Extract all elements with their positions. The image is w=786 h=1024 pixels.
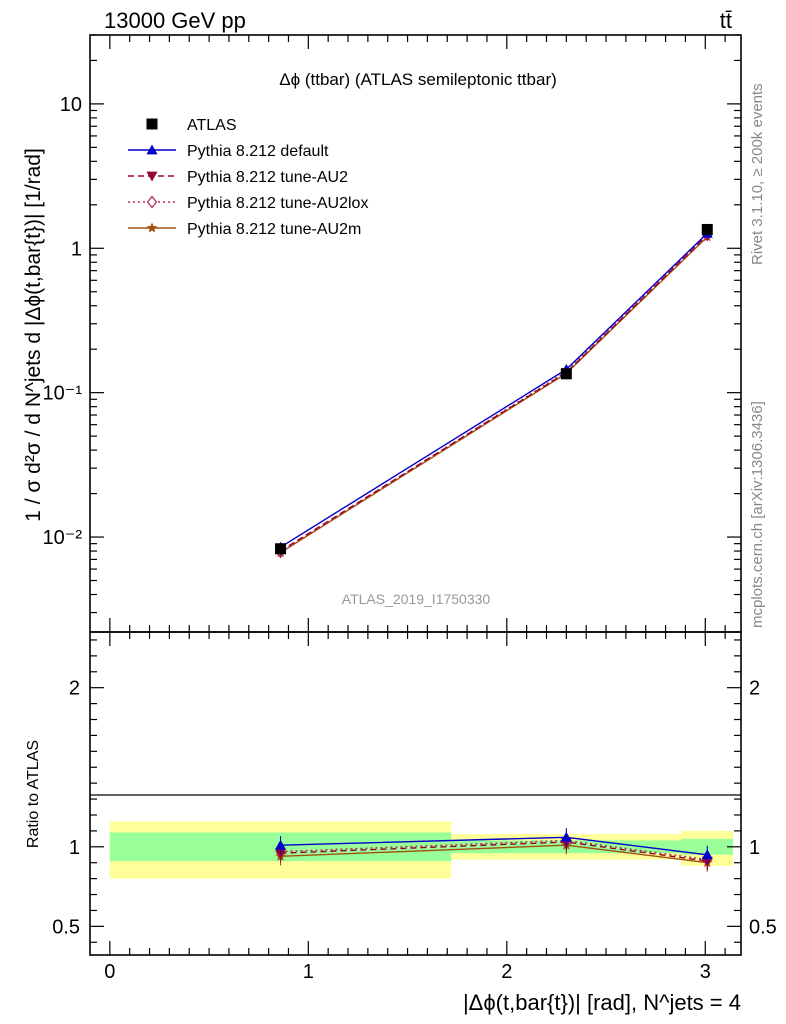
legend-label: Pythia 8.212 tune-AU2m: [187, 221, 361, 238]
series-line: [280, 232, 708, 548]
data-point: [560, 368, 572, 380]
series-pythia-8-212-tune-au2m: [275, 231, 713, 558]
process-label: tt̄: [720, 8, 732, 33]
watermark: ATLAS_2019_I1750330: [342, 591, 491, 607]
legend-label: ATLAS: [187, 117, 237, 134]
x-tick-label: 3: [700, 961, 711, 983]
legend-entry: Pythia 8.212 tune-AU2lox: [128, 195, 368, 212]
data-point: [701, 223, 713, 235]
ratio-frame: [89, 631, 742, 956]
ratio-y-tick-label-right: 1: [749, 837, 760, 859]
legend: ATLAS Pythia 8.212 default Pythia 8.212 tu…: [128, 117, 368, 238]
legend-entry: Pythia 8.212 tune-AU2m: [128, 221, 361, 238]
ratio-point: [701, 849, 713, 860]
main-title: Δϕ (ttbar) (ATLAS semileptonic ttbar): [279, 70, 557, 89]
rivet-label: Rivet 3.1.10, ≥ 200k events: [749, 83, 766, 265]
main-y-tick-label: 10⁻¹: [43, 383, 83, 405]
ratio-y-tick-label-right: 0.5: [749, 916, 777, 938]
legend-marker: [146, 171, 158, 182]
main-y-axis-label: 1 / σ d²σ / d N^jets d |Δϕ(t,bar{t})| [1…: [22, 148, 45, 522]
legend-marker: [146, 195, 158, 209]
series-pythia-8-212-tune-au2: [275, 230, 713, 557]
ratio-series-pythia-8-212-default: [275, 828, 713, 864]
legend-marker: [146, 222, 158, 233]
ratio-y-tick-label-right: 2: [749, 678, 760, 700]
data-point: [275, 543, 287, 555]
legend-label: Pythia 8.212 default: [187, 143, 329, 160]
ratio-y-tick-label: 0.5: [52, 916, 80, 938]
legend-label: Pythia 8.212 tune-AU2: [187, 169, 348, 186]
ratio-point: [275, 839, 287, 850]
x-tick-label: 1: [303, 961, 314, 983]
mcplots-label: mcplots.cern.ch [arXiv:1306.3436]: [749, 401, 766, 628]
legend-label: Pythia 8.212 tune-AU2lox: [187, 195, 368, 212]
legend-marker: [146, 118, 158, 130]
series-line: [280, 234, 708, 553]
x-axis-label: |Δϕ(t,bar{t})| [rad], N^jets = 4: [463, 990, 741, 1015]
ratio-y-tick-label: 1: [69, 837, 80, 859]
main-y-tick-label: 10⁻²: [43, 527, 83, 549]
series-line: [280, 234, 708, 552]
x-tick-label: 2: [501, 961, 512, 983]
ratio-panel: 0.5 0.5 1 1 2 2 0 1 2 3 Ratio to ATLAS |Δϕ(t,bar…: [25, 631, 777, 1015]
main-panel: Δϕ (ttbar) (ATLAS semileptonic ttbar) AT…: [22, 34, 742, 633]
series-pythia-8-212-tune-au2lox: [275, 228, 713, 559]
legend-entry: ATLAS: [146, 117, 237, 134]
main-y-tick-label: 1: [71, 238, 82, 260]
energy-label: 13000 GeV pp: [104, 8, 246, 33]
main-y-tick-label: 10: [60, 94, 82, 116]
series-atlas: [275, 223, 713, 555]
ratio-y-tick-label: 2: [69, 678, 80, 700]
x-tick-label: 0: [104, 961, 115, 983]
ratio-line: [280, 841, 708, 862]
legend-entry: Pythia 8.212 tune-AU2: [128, 169, 348, 186]
legend-entry: Pythia 8.212 default: [128, 143, 329, 160]
series-line: [280, 236, 708, 554]
ratio-y-axis-label: Ratio to ATLAS: [25, 740, 42, 848]
ratio-point: [560, 831, 572, 842]
legend-marker: [146, 144, 158, 155]
series-pythia-8-212-default: [275, 227, 713, 552]
